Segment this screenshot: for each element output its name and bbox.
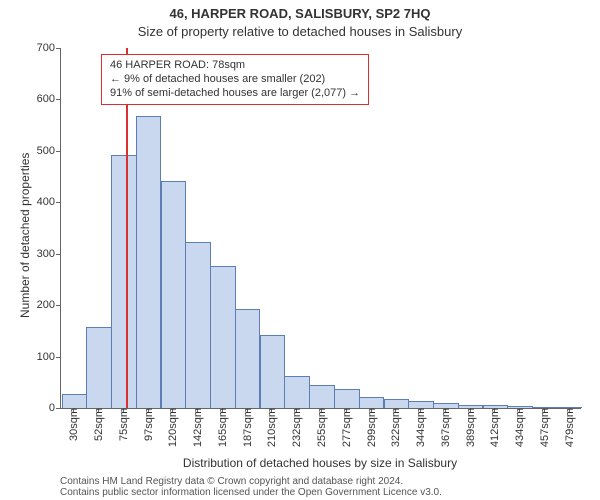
chart-title: 46, HARPER ROAD, SALISBURY, SP2 7HQ [0,6,600,21]
x-tick-label: 165sqm [215,408,229,447]
x-tick-label: 322sqm [388,408,402,447]
x-axis-label: Distribution of detached houses by size … [60,456,580,470]
histogram-bar [235,309,261,408]
x-tick-label: 97sqm [141,408,155,441]
annotation-line: 46 HARPER ROAD: 78sqm [110,59,360,73]
y-tick-mark [56,99,61,100]
x-tick-label: 457sqm [537,408,551,447]
x-tick-label: 479sqm [562,408,576,447]
footer-text: Contains HM Land Registry data © Crown c… [60,476,442,498]
histogram-bar [210,266,236,408]
y-tick-mark [56,48,61,49]
x-tick-label: 344sqm [413,408,427,447]
chart-container: 46, HARPER ROAD, SALISBURY, SP2 7HQ Size… [0,0,600,500]
histogram-bar [334,389,360,408]
x-tick-label: 389sqm [463,408,477,447]
y-axis-label: Number of detached properties [18,153,32,318]
x-tick-label: 434sqm [512,408,526,447]
x-tick-label: 210sqm [264,408,278,447]
histogram-bar [384,399,410,408]
histogram-bar [408,401,434,408]
annotation-line: 91% of semi-detached houses are larger (… [110,87,360,101]
x-tick-label: 30sqm [66,408,80,441]
x-tick-label: 277sqm [339,408,353,447]
x-tick-label: 255sqm [314,408,328,447]
x-tick-label: 187sqm [240,408,254,447]
histogram-bar [309,385,335,408]
y-tick-mark [56,305,61,306]
x-tick-label: 120sqm [165,408,179,447]
x-tick-label: 142sqm [190,408,204,447]
histogram-bar [185,242,211,408]
x-tick-label: 232sqm [289,408,303,447]
y-tick-mark [56,202,61,203]
histogram-bar [284,376,310,408]
y-tick-mark [56,357,61,358]
x-tick-label: 367sqm [438,408,452,447]
x-tick-label: 52sqm [91,408,105,441]
histogram-bar [86,327,112,408]
plot-area: 010020030040050060070030sqm52sqm75sqm97s… [60,48,581,409]
histogram-bar [62,394,88,408]
y-tick-mark [56,151,61,152]
annotation-line: ← 9% of detached houses are smaller (202… [110,73,360,87]
histogram-bar [161,181,187,408]
histogram-bar [136,116,162,408]
y-tick-mark [56,408,61,409]
histogram-bar [111,155,137,408]
x-tick-label: 75sqm [116,408,130,441]
x-tick-label: 299sqm [364,408,378,447]
y-tick-mark [56,254,61,255]
x-tick-label: 412sqm [487,408,501,447]
histogram-bar [359,397,385,408]
histogram-bar [260,335,286,408]
annotation-box: 46 HARPER ROAD: 78sqm← 9% of detached ho… [101,54,369,105]
chart-subtitle: Size of property relative to detached ho… [0,24,600,39]
